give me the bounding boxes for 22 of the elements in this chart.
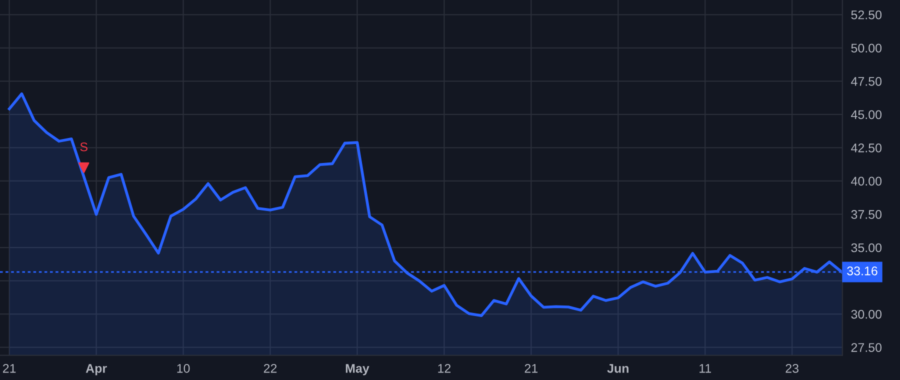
x-tick-label: Apr <box>86 364 107 376</box>
x-tick-label: 12 <box>438 364 451 373</box>
y-tick-label: 27.50 <box>851 343 882 352</box>
y-tick-label: 35.00 <box>851 243 882 252</box>
x-tick-label: 23 <box>786 364 798 373</box>
ref-line-label: 33.16 <box>847 266 878 276</box>
y-tick-label: 37.50 <box>851 210 882 219</box>
annotation: S <box>80 142 88 152</box>
x-tick-label: 21 <box>524 364 538 373</box>
x-tick-label: 10 <box>177 364 190 373</box>
x-tick-label: May <box>346 364 370 376</box>
x-tick-label: 21 <box>2 364 16 373</box>
x-tick-label: Jun <box>607 364 628 373</box>
y-tick-label: 50.00 <box>851 44 882 53</box>
y-tick-label: 42.50 <box>851 144 882 152</box>
y-tick-label: 52.50 <box>851 10 882 20</box>
y-tick-label: 45.00 <box>851 110 882 120</box>
y-tick-label: 30.00 <box>851 310 882 319</box>
y-tick-label: 47.50 <box>851 76 882 86</box>
x-tick-label: 22 <box>264 364 277 373</box>
x-tick-label: 11 <box>700 364 711 373</box>
y-tick-label: 40.00 <box>851 176 882 186</box>
